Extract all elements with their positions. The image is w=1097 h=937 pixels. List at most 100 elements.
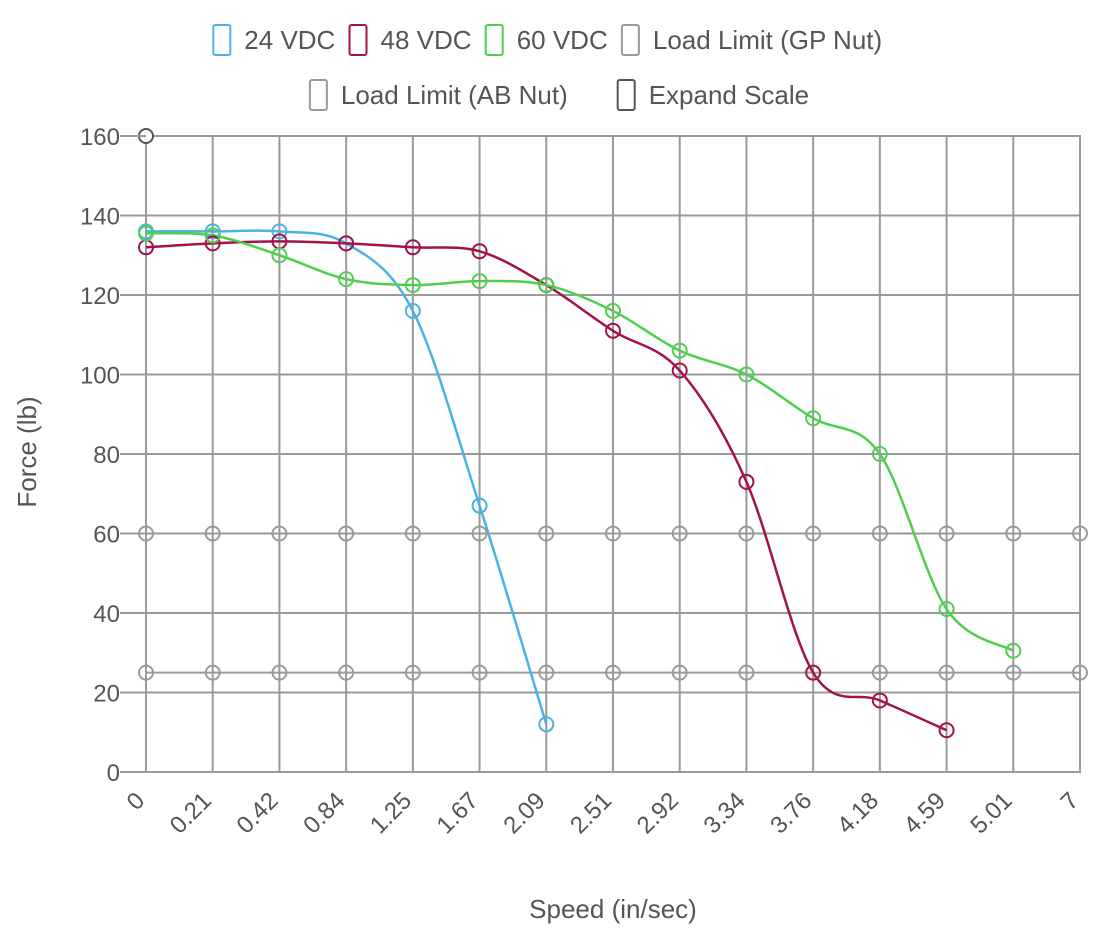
data-point-60-vdc[interactable] [538,277,555,294]
data-point-48-vdc[interactable] [938,722,955,739]
legend-item-load-limit-gp-nut[interactable]: Load Limit (GP Nut) [620,24,882,56]
y-tick-label: 140 [80,204,120,231]
y-tick-label: 20 [93,681,120,708]
legend: 24 VDC 48 VDC 60 VDC Load Limit (GP Nut) Loa… [212,24,882,111]
data-point-load-limit-ab-nut[interactable] [671,664,688,681]
data-point-load-limit-gp-nut[interactable] [605,525,621,542]
legend-label: Load Limit (AB Nut) [341,80,568,110]
data-point-load-limit-ab-nut[interactable] [404,664,421,681]
data-point-48-vdc[interactable] [671,362,688,379]
data-point-48-vdc[interactable] [871,692,888,709]
legend-item-load-limit-ab-nut[interactable]: Load Limit (AB Nut) [308,79,568,111]
data-point-load-limit-gp-nut[interactable] [338,525,355,542]
data-point-load-limit-ab-nut[interactable] [605,664,621,681]
data-point-load-limit-gp-nut[interactable] [805,525,822,542]
data-point-load-limit-ab-nut[interactable] [871,664,888,681]
data-point-load-limit-ab-nut[interactable] [204,664,221,681]
data-point-60-vdc[interactable] [338,271,355,288]
data-point-24-vdc[interactable] [404,302,421,319]
legend-label: 48 VDC [381,25,472,55]
x-axis-title: Speed (in/sec) [529,894,697,924]
y-axis-ticks: 0 20 40 60 80 100 120 140 160 [80,124,146,787]
data-point-load-limit-gp-nut[interactable] [538,525,555,542]
data-point-60-vdc[interactable] [738,366,755,383]
data-point-24-vdc[interactable] [204,223,221,240]
x-tick-label: 0 [122,787,151,816]
data-point-load-limit-gp-nut[interactable] [471,525,488,542]
data-point-load-limit-ab-nut[interactable] [1005,664,1022,681]
data-point-60-vdc[interactable] [271,247,288,264]
data-point-48-vdc[interactable] [204,235,221,252]
data-point-60-vdc[interactable] [938,601,955,618]
legend-checkbox[interactable] [212,24,232,56]
x-tick-label: 0.21 [165,787,217,839]
data-point-60-vdc[interactable] [1005,642,1022,659]
data-point-load-limit-ab-nut[interactable] [338,664,355,681]
data-point-48-vdc[interactable] [738,473,755,490]
y-tick-label: 160 [80,124,120,151]
x-tick-label: 2.09 [498,787,550,839]
y-tick-label: 40 [93,601,120,628]
data-point-60-vdc[interactable] [404,277,421,294]
y-tick-label: 0 [107,760,120,787]
data-point-load-limit-ab-nut[interactable] [738,664,755,681]
legend-checkbox[interactable] [484,24,504,56]
data-point-load-limit-gp-nut[interactable] [1072,525,1088,542]
data-point-load-limit-ab-nut[interactable] [271,664,288,681]
data-point-load-limit-ab-nut[interactable] [938,664,955,681]
data-point-48-vdc[interactable] [338,235,355,252]
data-point-load-limit-ab-nut[interactable] [138,664,154,681]
data-point-load-limit-gp-nut[interactable] [938,525,955,542]
legend-item-24-vdc[interactable]: 24 VDC [212,24,335,56]
legend-checkbox[interactable] [348,24,368,56]
x-tick-label: 1.67 [432,787,484,839]
y-tick-label: 60 [93,522,120,549]
data-point-60-vdc[interactable] [471,273,488,290]
data-point-load-limit-gp-nut[interactable] [404,525,421,542]
data-point-48-vdc[interactable] [471,243,488,260]
data-point-48-vdc[interactable] [605,322,621,339]
data-point-load-limit-gp-nut[interactable] [738,525,755,542]
data-point-60-vdc[interactable] [805,410,822,427]
x-axis-ticks: 0 0.21 0.42 0.84 1.25 1.67 2.09 2.51 2.92 3.34 3.7… [122,787,1085,839]
series-line-60-vdc [145,231,1014,652]
x-tick-label: 4.18 [832,787,884,839]
data-point-48-vdc[interactable] [404,239,421,256]
data-point-load-limit-ab-nut[interactable] [1072,664,1088,681]
data-point-load-limit-gp-nut[interactable] [1005,525,1022,542]
legend-checkbox[interactable] [620,24,640,56]
data-point-load-limit-gp-nut[interactable] [671,525,688,542]
y-axis-title: Force (lb) [12,396,42,507]
x-tick-label: 5.01 [965,787,1017,839]
data-point-load-limit-gp-nut[interactable] [271,525,288,542]
legend-label: Expand Scale [649,80,809,110]
data-point-24-vdc[interactable] [471,497,488,514]
y-tick-label: 100 [80,363,120,390]
y-tick-label: 80 [93,442,120,469]
data-point-60-vdc[interactable] [871,446,888,462]
data-point-load-limit-ab-nut[interactable] [471,664,488,681]
data-point-60-vdc[interactable] [138,225,154,242]
data-point-load-limit-gp-nut[interactable] [204,525,221,542]
series-line-24-vdc [146,229,548,725]
legend-label: 60 VDC [517,25,608,55]
legend-checkbox[interactable] [308,79,328,111]
data-point-60-vdc[interactable] [671,342,688,359]
data-point-60-vdc[interactable] [605,302,621,319]
x-tick-label: 3.76 [765,787,817,839]
data-point-24-vdc[interactable] [271,223,288,240]
x-tick-label: 0.84 [298,787,350,839]
data-point-60-vdc[interactable] [204,227,221,244]
x-tick-label: 2.51 [565,787,617,839]
data-point-48-vdc[interactable] [805,664,822,681]
data-point-load-limit-gp-nut[interactable] [871,525,888,542]
data-point-24-vdc[interactable] [538,716,555,733]
legend-item-60-vdc[interactable]: 60 VDC [484,24,608,56]
y-tick-label: 120 [80,283,120,310]
legend-checkbox[interactable] [616,79,636,111]
x-tick-label: 1.25 [365,787,417,839]
data-point-load-limit-ab-nut[interactable] [538,664,555,681]
legend-item-expand-scale[interactable]: Expand Scale [616,79,809,111]
legend-item-48-vdc[interactable]: 48 VDC [348,24,472,56]
